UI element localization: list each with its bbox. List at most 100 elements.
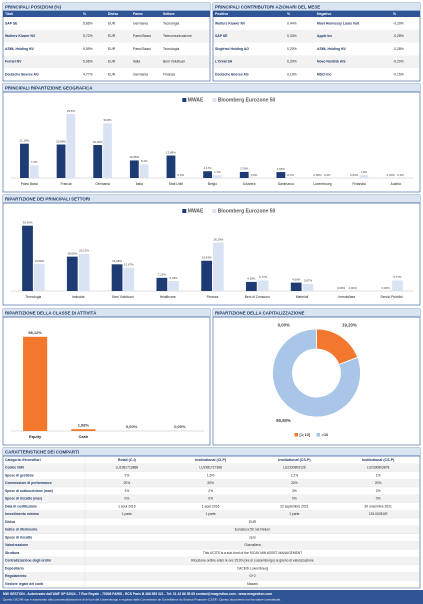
table-cell: 20% [291,481,298,485]
table-cell: 4,77% [83,72,93,76]
value-label: 0,00% [350,173,359,177]
section-title: RIPARTIZIONE DELLA CAPITALIZZAZIONE [215,310,305,315]
table-cell: Deutsche Boerse AG [5,72,39,76]
section-title-bar [3,195,420,203]
table-cell: G+2 [249,574,255,578]
bar [103,123,112,178]
class-name: Institutional (CI-P) [195,458,227,462]
table-cell: LU2330803878 [367,466,390,470]
value-label: 16,43% [202,255,212,259]
table-cell: 3% [292,489,297,493]
legend-swatch [316,433,320,437]
bar [290,282,302,291]
column-header: Titoli [5,12,13,16]
category-label: Industria [72,295,85,299]
column-header: % [83,12,86,16]
bar [276,172,286,178]
category-label: Germania [95,182,110,186]
column-header: % [287,12,290,16]
value-label: 39,5% [67,109,76,113]
value-label: 0,0% [287,173,294,177]
table-cell: Germania [133,72,148,76]
table-cell: Italia [133,60,140,64]
row-label: Regolamento [5,574,26,578]
table-cell: -0,28% [393,34,404,38]
legend-swatch [182,209,187,213]
row-label: Data di costituzione [5,504,37,508]
table-cell: 2% [376,489,381,493]
header-row [3,11,210,17]
category-label: Immobiliare [338,295,355,299]
category-label: Svizzera [243,182,256,186]
table-cell: 0,20% [287,60,297,64]
table-cell: SAP SE [5,21,18,25]
value-label: 5,77% [393,275,402,279]
table-cell: EUR [249,520,257,524]
table-cell: 5,86% [83,21,93,25]
table-cell: 1,5% [207,473,215,477]
class-name: Institutional (CS-P) [362,458,395,462]
legend-label: Bloomberg Eurozone 50 [218,209,276,215]
legend-label: MWAE [188,209,204,215]
category-label: Beni di Consumo [245,295,270,299]
value-label: 21,18% [20,138,30,142]
table-cell: 20% [124,481,131,485]
legend-swatch [212,209,217,213]
value-label: 14,48% [112,259,122,263]
bar [78,253,90,291]
value-label: 0,00% [174,424,186,429]
table-cell: 0% [124,497,129,501]
row-label: Spese di riscatto [5,535,32,539]
table-cell: 0% [376,497,381,501]
row-band [3,29,210,43]
value-label: 0,00% [387,173,396,177]
table-cell: 5,06% [83,60,93,64]
category-label: Tecnologia [26,295,42,299]
table-cell: LU1981713888 [116,466,139,470]
table-cell: Mazars [247,582,258,586]
row-label: Depositario [5,566,24,570]
section-title: PRINCIPALI POSIZIONI (%) [5,4,62,9]
column-header: Negativo [317,12,331,16]
table-cell: 2% [124,473,129,477]
value-label: 0,0% [177,173,184,177]
table-cell: 20% [375,481,382,485]
value-label: 1,8% [361,170,368,174]
row-band [3,463,420,472]
row-band [3,541,420,550]
column-header: Paese [133,12,143,16]
table-cell: -0,20% [393,60,404,64]
table-cell: 2% [208,489,213,493]
bar [66,256,78,291]
column-header: % [393,12,396,16]
category-label: Francia [60,182,71,186]
table-cell: This UCITS is a sub-fund of the SICAV MW… [203,551,302,555]
table-cell: Siegfried Holding AG [215,47,249,51]
value-label: 3,87% [304,279,313,283]
section-title-bar [3,448,420,456]
donut-slice [272,328,361,418]
value-label: 0,00% [349,286,358,290]
value-label: 5,77% [259,275,268,279]
table-cell: -0,28% [393,47,404,51]
table-cell: EUR [108,47,116,51]
value-label: 0,0% [324,173,331,177]
value-label: 20,36% [93,140,103,144]
table-cell: 0,19% [287,72,297,76]
row-label: Spese di gestione [5,473,34,477]
table-cell: Moet Hennessy Louis Vuit [317,21,360,25]
section-title: PRINCIPALI RIPARTIZIONE GEOGRAFICA [5,85,93,90]
value-label: 98,12% [28,330,42,335]
value-label: 0,00% [126,424,138,429]
value-label: 0,00% [337,286,346,290]
category-label: Finanza [207,295,219,299]
column-header: Positivo [215,12,228,16]
table-cell: Wolters Kluwer NV [215,21,246,25]
table-cell: Ricezione ordine entro le ore 15:00 (ora… [191,559,314,563]
category-label: Belgio [208,182,217,186]
value-label: 7,9% [31,160,38,164]
footer-text: MW GESTION - Autorizzato dall'AMF GP 920… [3,592,272,596]
bar [166,155,176,178]
table-cell: 1 aout 2016 [202,504,220,508]
category-label: Equity [29,434,42,439]
